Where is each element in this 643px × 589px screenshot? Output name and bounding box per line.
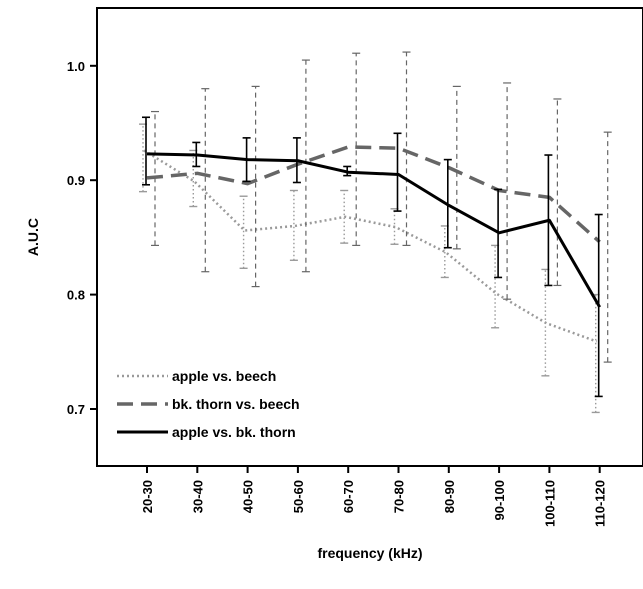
- series-line: [143, 149, 598, 343]
- legend-label: apple vs. bk. thorn: [172, 424, 296, 440]
- legend-label: apple vs. beech: [172, 368, 276, 384]
- series-dashed: [146, 51, 612, 363]
- y-tick-label: 0.9: [67, 173, 85, 188]
- plot-frame: [96, 7, 643, 467]
- x-tick-label: 80-90: [442, 480, 457, 513]
- y-tick-label: 0.7: [67, 402, 85, 417]
- x-axis-label: frequency (kHz): [317, 545, 422, 561]
- series-line: [146, 152, 601, 308]
- series-layer: [139, 51, 612, 414]
- x-tick-label: 110-120: [593, 480, 608, 527]
- legend: apple vs. beech bk. thorn vs. beech apple …: [117, 368, 300, 440]
- y-axis: 0.7 0.8 0.9 1.0: [67, 59, 97, 417]
- x-axis: 20-30 30-40 40-50 50-60 60-70 70-80 80-90 90-10…: [140, 466, 608, 527]
- x-tick-label: 20-30: [140, 480, 155, 513]
- y-axis-label: A.U.C: [25, 218, 41, 256]
- x-tick-label: 70-80: [392, 480, 407, 513]
- x-tick-label: 50-60: [291, 480, 306, 513]
- series-solid: [142, 116, 603, 398]
- x-tick-label: 30-40: [190, 480, 205, 513]
- series-line: [146, 145, 601, 244]
- y-tick-label: 1.0: [67, 59, 85, 74]
- y-tick-label: 0.8: [67, 288, 85, 303]
- x-tick-label: 90-100: [492, 480, 507, 520]
- legend-label: bk. thorn vs. beech: [172, 396, 300, 412]
- x-tick-label: 60-70: [341, 480, 356, 513]
- x-tick-label: 100-110: [542, 480, 557, 527]
- x-tick-label: 40-50: [241, 480, 256, 513]
